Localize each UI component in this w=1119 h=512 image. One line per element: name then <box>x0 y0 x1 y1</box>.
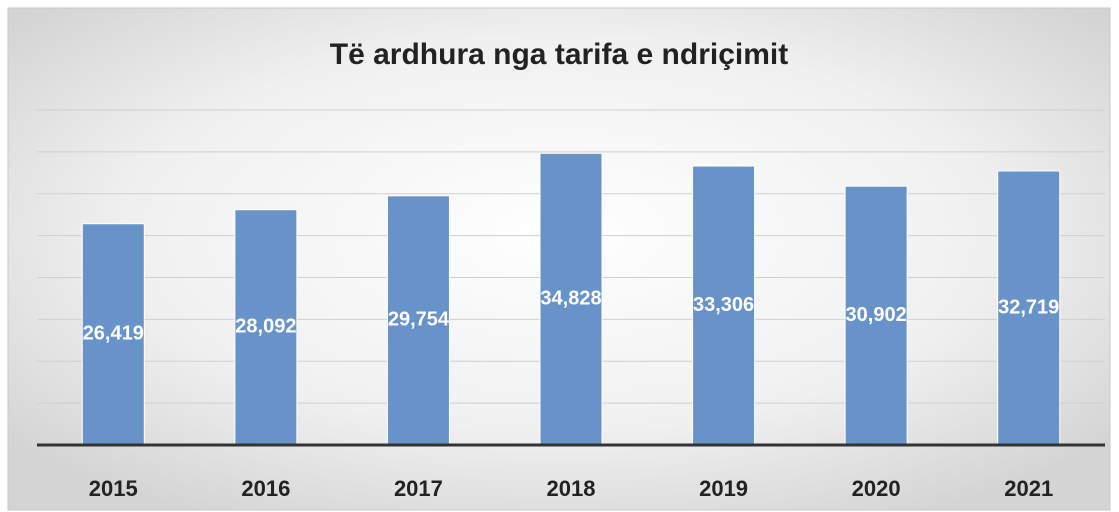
x-tick-label: 2021 <box>1004 476 1053 501</box>
data-label: 32,719 <box>998 296 1059 318</box>
data-label: 33,306 <box>693 294 754 316</box>
data-label: 28,092 <box>235 316 296 338</box>
bar <box>844 185 908 446</box>
data-label: 29,754 <box>388 309 450 331</box>
x-tick-label: 2019 <box>699 476 748 501</box>
x-tick-label: 2016 <box>241 476 290 501</box>
bar <box>692 165 756 446</box>
x-tick-label: 2020 <box>852 476 901 501</box>
bar <box>997 170 1061 446</box>
data-label: 34,828 <box>540 287 601 309</box>
x-tick-label: 2017 <box>394 476 443 501</box>
x-tick-label: 2018 <box>547 476 596 501</box>
data-label: 26,419 <box>83 323 144 345</box>
chart-title: Të ardhura nga tarifa e ndriçimit <box>330 38 788 71</box>
x-tick-label: 2015 <box>89 476 138 501</box>
data-label: 30,902 <box>846 304 907 326</box>
